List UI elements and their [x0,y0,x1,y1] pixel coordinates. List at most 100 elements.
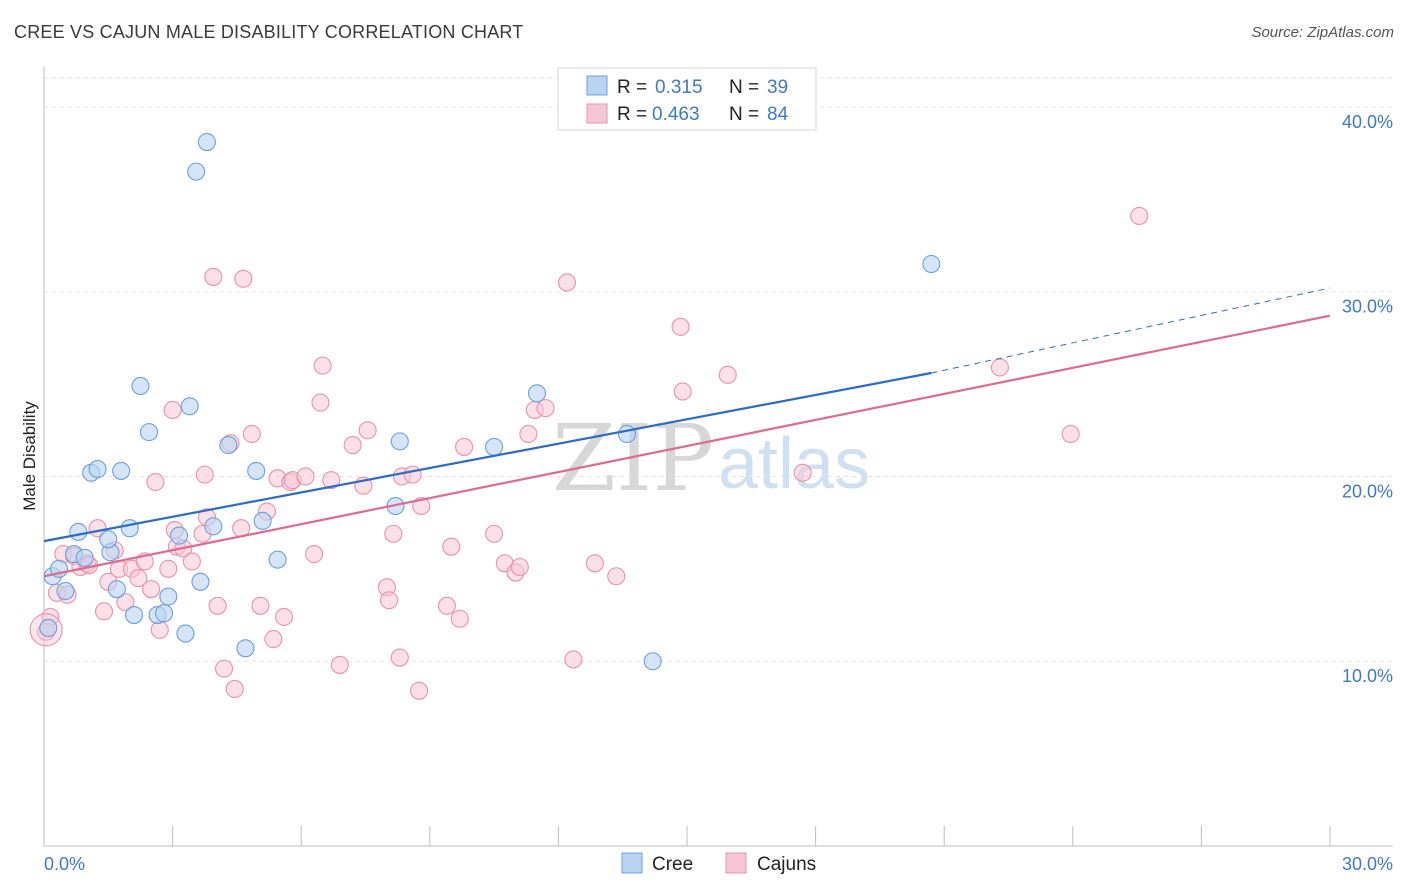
series-legend: Cree Cajuns [621,852,816,875]
axes [43,66,1393,847]
cree-point-25 [197,133,216,152]
watermark-atlas: atlas [718,424,870,504]
cree-point-18 [154,604,174,623]
cree-point-21 [176,624,195,643]
cajun-point-48 [313,356,332,375]
x-tick-min: 0.0% [44,854,85,874]
legend-r-label-cree: R = [617,77,647,98]
cree-point-10 [99,530,118,549]
cree-point-34 [485,437,504,456]
cajun-point-82 [1061,424,1080,444]
cajun-point-38 [251,596,270,615]
cree-point-31 [268,550,287,569]
cree-point-37 [643,652,662,671]
cajun-point-62 [437,596,456,615]
grid [44,77,1393,662]
cajun-point-69 [510,557,529,577]
cree-point-14 [124,605,144,625]
cajun-point-65 [455,437,474,456]
cajun-point-14 [116,593,135,612]
source-label: Source: ZipAtlas.com [1251,24,1394,41]
cajun-point-70 [519,424,538,444]
watermark-zip: ZIP [552,405,714,512]
cajun-point-36 [234,269,253,288]
bottom-legend-swatch-cajuns [725,852,747,874]
cree-point-12 [112,461,131,480]
cajun-point-20 [150,620,169,639]
cajun-point-59 [403,465,422,484]
legend-swatch-cree [586,75,608,96]
cree-point-5 [69,522,88,541]
cajun-point-83 [1130,206,1149,226]
cree-point-8 [88,460,107,479]
cajun-point-76 [607,567,626,586]
cajun-point-66 [485,524,504,543]
cajun-point-73 [557,273,577,292]
cree-point-28 [236,639,255,658]
cree-point-19 [159,587,178,606]
cajun-point-26 [182,552,201,571]
cajun-point-78 [673,382,692,401]
cajun-point-77 [671,317,690,336]
cajun-point-47 [311,393,330,412]
cree-point-36 [617,424,637,444]
legend-r-value-cajuns: 0.463 [652,104,700,125]
cree-point-6 [75,548,94,567]
cajun-point-57 [390,648,409,667]
cree-point-13 [120,519,139,538]
cajun-point-18 [142,580,161,599]
cajun-point-32 [214,659,234,678]
cajun-point-21 [159,559,178,578]
cajun-point-50 [330,655,349,674]
cree-point-0 [39,618,58,638]
correlation-legend: R = 0.315 N = 39 R = 0.463 N = 84 [557,67,817,131]
cajun-point-63 [442,537,461,556]
cajun-point-81 [990,358,1009,377]
cajun-point-28 [195,465,214,484]
legend-n-value-cree: 39 [767,77,788,98]
cajun-point-49 [322,471,341,490]
cajun-point-64 [450,609,469,628]
x-tick-max: 30.0% [1342,854,1393,874]
legend-r-value-cree: 0.315 [655,77,703,98]
cajun-point-40 [264,630,283,649]
cajun-point-19 [146,472,165,492]
cajun-point-53 [358,421,377,440]
cajun-point-34 [225,679,244,699]
cajun-point-55 [380,591,399,610]
legend-n-value-cajuns: 84 [767,104,789,125]
chart-title: CREE VS CAJUN MALE DISABILITY CORRELATIO… [14,22,524,42]
cajun-point-42 [275,607,294,626]
cree-trend-line [43,371,932,543]
cajun-point-22 [163,400,182,420]
y-tick-label-0: 10.0% [1342,666,1393,686]
cajun-point-56 [384,524,403,543]
cree-point-29 [247,461,266,480]
series-cree [39,133,941,671]
cajun-point-51 [343,436,362,455]
cajun-trend-line [43,314,1331,578]
legend-r-label-cajuns: R = [617,104,647,125]
legend-n-label-cree: N = [729,77,759,98]
cajun-point-79 [718,365,737,384]
cajun-point-30 [204,267,223,286]
y-tick-labels: 10.0% 20.0% 30.0% 40.0% [1342,112,1393,686]
cree-point-11 [107,580,126,599]
cajun-point-16 [129,569,148,588]
cree-point-30 [253,511,272,530]
legend-n-label-cajuns: N = [729,104,759,125]
cree-point-3 [56,581,75,601]
cree-point-16 [139,423,159,442]
cree-point-27 [219,436,238,455]
cree-point-26 [204,517,223,536]
cajun-point-45 [296,467,315,486]
bottom-legend-label-cree: Cree [652,854,693,875]
cajun-point-74 [564,650,583,669]
cree-point-23 [187,162,206,181]
cajun-point-75 [585,554,604,573]
legend-swatch-cajuns [586,103,608,124]
y-tick-label-1: 20.0% [1342,481,1393,501]
cree-point-38 [922,254,941,274]
cajun-point-37 [242,424,261,444]
